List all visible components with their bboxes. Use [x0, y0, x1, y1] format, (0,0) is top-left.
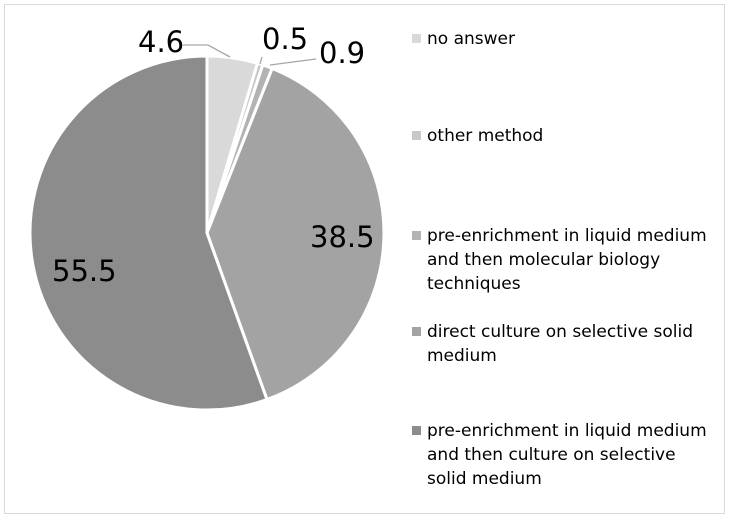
legend-label-line: techniques	[427, 274, 521, 294]
pie-slices	[28, 54, 386, 412]
legend-label-line: direct culture on selective solid	[427, 322, 693, 342]
legend-label-line: solid medium	[427, 469, 542, 489]
leader-line-molecular	[269, 58, 317, 66]
legend-item-pre-enrichment-culture: pre-enrichment in liquid medium and then…	[412, 420, 707, 491]
legend-label: no answer	[427, 29, 515, 49]
leader-line-no-answer	[183, 44, 231, 58]
legend-item-other-method: other method	[412, 125, 543, 148]
legend-label-line: pre-enrichment in liquid medium	[427, 226, 707, 246]
legend-label: other method	[427, 126, 544, 146]
data-label-other-method: 0.5	[262, 22, 308, 56]
leader-line-other-method	[259, 56, 263, 65]
legend-label-line: and then molecular biology	[427, 250, 661, 270]
data-label-direct-culture: 38.5	[310, 220, 375, 254]
legend-swatch	[412, 231, 421, 240]
legend-swatch	[412, 327, 421, 336]
data-label-pre-enrichment-culture: 55.5	[52, 254, 117, 288]
leader-lines	[183, 44, 317, 66]
legend-label-line: and then culture on selective	[427, 445, 676, 465]
legend-swatch	[412, 34, 421, 43]
data-label-molecular: 0.9	[319, 36, 365, 70]
legend-swatch	[412, 426, 421, 435]
legend-item-molecular: pre-enrichment in liquid medium and then…	[412, 225, 707, 296]
slice-pre-enrichment-culture	[28, 54, 269, 412]
legend-swatch	[412, 131, 421, 140]
legend-label-line: pre-enrichment in liquid medium	[427, 421, 707, 441]
legend-item-no-answer: no answer	[412, 28, 515, 51]
legend-item-direct-culture: direct culture on selective solid medium	[412, 321, 693, 368]
legend-label-line: medium	[427, 346, 497, 366]
slice-direct-culture	[205, 66, 386, 402]
data-labels: 4.6 0.5 0.9 38.5 55.5	[52, 22, 375, 288]
data-label-no-answer: 4.6	[138, 25, 184, 59]
